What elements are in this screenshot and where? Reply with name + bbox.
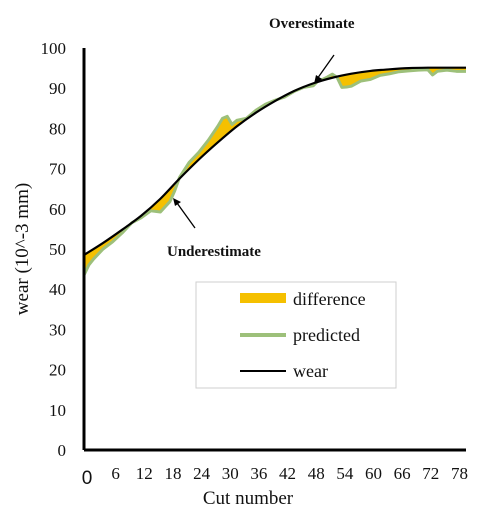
wear-line xyxy=(83,66,466,256)
x-tick-label: 36 xyxy=(250,464,267,483)
y-tick-label: 90 xyxy=(49,79,66,98)
x-tick-label: 42 xyxy=(279,464,296,483)
y-tick-label: 20 xyxy=(49,361,66,380)
x-axis-title: Cut number xyxy=(203,488,294,509)
x-tick-label: 48 xyxy=(308,464,325,483)
y-tick-label: 30 xyxy=(49,320,66,339)
y-tick-label: 100 xyxy=(41,39,67,58)
annotation-underestimate-arrow xyxy=(176,202,196,229)
legend: difference predicted wear xyxy=(195,281,397,389)
y-tick-labels: 0 10 20 30 40 50 60 70 80 90 100 xyxy=(41,39,67,460)
y-tick-label: 0 xyxy=(58,441,67,460)
x-tick-label: 6 xyxy=(111,464,120,483)
x-tick-label: 66 xyxy=(394,464,411,483)
x-tick-label: 78 xyxy=(451,464,468,483)
y-tick-label: 70 xyxy=(49,160,66,179)
y-axis-title: wear (10^-3 mm) xyxy=(12,183,33,315)
annotation-underestimate-arrowhead xyxy=(173,198,181,206)
y-tick-label: 40 xyxy=(49,280,66,299)
legend-label-wear: wear xyxy=(293,361,328,381)
annotation-underestimate: Underestimate xyxy=(167,244,261,260)
y-tick-label: 50 xyxy=(49,240,66,259)
annotation-overestimate-arrowhead xyxy=(314,75,322,84)
x-tick-label: 0 xyxy=(82,468,93,489)
x-tick-label: 24 xyxy=(193,464,211,483)
y-tick-label: 60 xyxy=(49,200,66,219)
x-tick-label: 12 xyxy=(136,464,153,483)
wear-series xyxy=(83,66,466,256)
x-tick-labels: 0 6 12 18 24 30 36 42 48 54 60 66 72 78 xyxy=(82,464,468,489)
axes xyxy=(82,48,466,452)
x-tick-label: 54 xyxy=(336,464,354,483)
y-tick-label: 10 xyxy=(49,401,66,420)
legend-label-predicted: predicted xyxy=(293,325,360,345)
x-tick-label: 18 xyxy=(164,464,181,483)
x-tick-label: 60 xyxy=(365,464,382,483)
y-tick-label: 80 xyxy=(49,119,66,138)
legend-swatch-difference xyxy=(240,293,286,303)
x-tick-label: 30 xyxy=(222,464,239,483)
annotation-overestimate-arrow xyxy=(316,54,335,80)
x-tick-label: 72 xyxy=(422,464,439,483)
legend-label-difference: difference xyxy=(293,289,366,309)
annotation-overestimate: Overestimate xyxy=(269,16,355,32)
legend-box xyxy=(195,281,397,389)
